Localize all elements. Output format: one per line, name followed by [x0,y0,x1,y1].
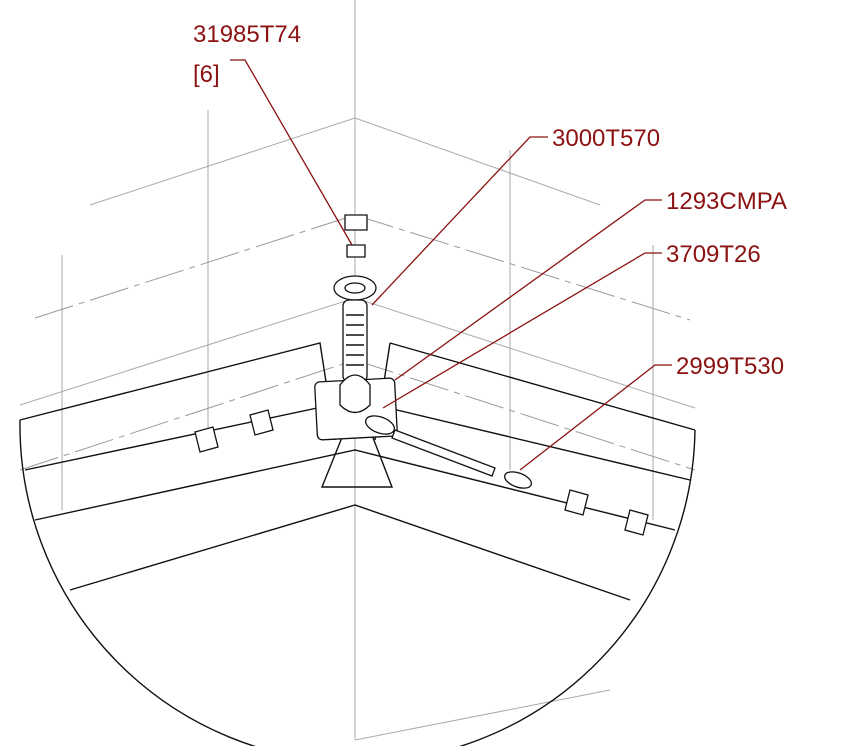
callout-label: 3000T570 [552,125,660,152]
page: 31985T74 [6] 3000T570 1293CMPA 3709T26 2… [0,0,841,746]
callout-label: 31985T74 [193,21,301,48]
callout-label: 2999T530 [676,353,784,380]
hardware [195,215,648,535]
callout-label: 1293CMPA [666,188,787,215]
callout-labels: 31985T74 [6] 3000T570 1293CMPA 3709T26 2… [193,21,787,380]
assembly-drawing: 31985T74 [6] 3000T570 1293CMPA 3709T26 2… [0,0,841,746]
leaders [230,60,672,470]
callout-label: 3709T26 [666,241,761,268]
callout-quantity: [6] [193,61,220,88]
